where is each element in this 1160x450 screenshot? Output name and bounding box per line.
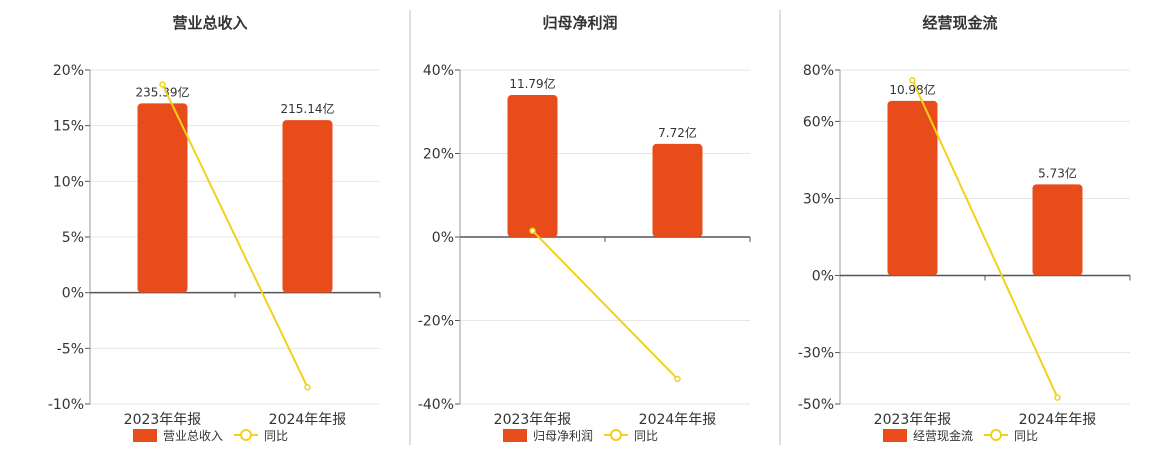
y-tick-label: -5% (57, 341, 84, 357)
bar-value-label: 215.14亿 (281, 101, 335, 116)
x-category-label: 2024年年报 (1019, 412, 1097, 428)
legend-bar-swatch (503, 429, 527, 442)
x-category-label: 2024年年报 (269, 412, 347, 428)
legend-line-label: 同比 (1014, 429, 1038, 443)
legend-line-label: 同比 (264, 429, 288, 443)
y-tick-label: 40% (423, 63, 454, 79)
legend-bar-label: 营业总收入 (163, 429, 223, 443)
yoy-point (529, 227, 536, 234)
y-tick-label: -50% (798, 397, 834, 413)
y-tick-label: 80% (803, 63, 834, 79)
y-tick-label: -10% (48, 397, 84, 413)
y-tick-label: 30% (803, 191, 834, 207)
x-category-label: 2023年年报 (494, 412, 572, 428)
chart-title: 经营现金流 (922, 14, 997, 32)
y-tick-label: 5% (62, 230, 84, 246)
bar-value-label: 10.98亿 (889, 82, 935, 97)
yoy-point (159, 81, 166, 88)
legend-bar-swatch (883, 429, 907, 442)
bar (1032, 184, 1083, 276)
chart-title: 归母净利润 (542, 14, 617, 32)
yoy-line (911, 79, 1059, 398)
x-category-label: 2024年年报 (639, 412, 717, 428)
y-tick-label: -30% (798, 346, 834, 362)
bar (887, 100, 938, 276)
bar-value-label: 235.39亿 (136, 84, 190, 99)
bar-value-label: 5.73亿 (1038, 165, 1077, 180)
bar (137, 103, 188, 293)
legend-line-label: 同比 (634, 429, 658, 443)
legend-bar-swatch (133, 429, 157, 442)
legend: 营业总收入 同比 (133, 429, 288, 443)
chart-panel-operating-cash-flow: 经营现金流 80% 60% 30% 0% -30% -50% 10.98亿 2023年年报 5.… (798, 14, 1131, 443)
yoy-point (674, 375, 681, 383)
y-tick-label: -40% (418, 397, 454, 413)
yoy-point (1054, 394, 1061, 401)
yoy-point (304, 384, 311, 391)
yoy-line (531, 230, 679, 380)
y-tick-label: 0% (432, 230, 454, 246)
legend-bar-label: 经营现金流 (913, 428, 973, 443)
x-category-label: 2023年年报 (874, 412, 952, 428)
bar (652, 143, 703, 237)
legend-line-marker (240, 429, 252, 441)
x-category-label: 2023年年报 (124, 412, 202, 428)
chart-panel-net-profit: 归母净利润 40% 20% 0% -20% -40% 11.79亿 2023年年报 7.72亿… (418, 14, 751, 443)
bar (507, 95, 558, 237)
legend: 归母净利润 同比 (503, 429, 658, 443)
y-tick-label: -20% (418, 314, 454, 330)
legend-line-marker (990, 429, 1002, 441)
legend-line-marker (610, 429, 622, 441)
y-tick-label: 20% (423, 147, 454, 163)
y-tick-label: 0% (62, 286, 84, 302)
bar-value-label: 11.79亿 (509, 76, 555, 91)
y-tick-label: 15% (53, 119, 84, 135)
chart-title: 营业总收入 (172, 14, 247, 32)
y-tick-label: 20% (53, 63, 84, 79)
yoy-point (909, 77, 916, 84)
legend: 经营现金流 同比 (883, 428, 1038, 443)
y-tick-label: 0% (812, 269, 834, 285)
yoy-line (161, 84, 309, 388)
chart-panel-revenue: 营业总收入 20% 15% 10% 5% 0% -5% -10% 235.39亿 2023年年报… (48, 14, 381, 443)
bar-value-label: 7.72亿 (658, 125, 697, 140)
bar (282, 120, 333, 293)
legend-bar-label: 归母净利润 (533, 429, 593, 443)
y-tick-label: 10% (53, 174, 84, 190)
y-tick-label: 60% (803, 114, 834, 130)
